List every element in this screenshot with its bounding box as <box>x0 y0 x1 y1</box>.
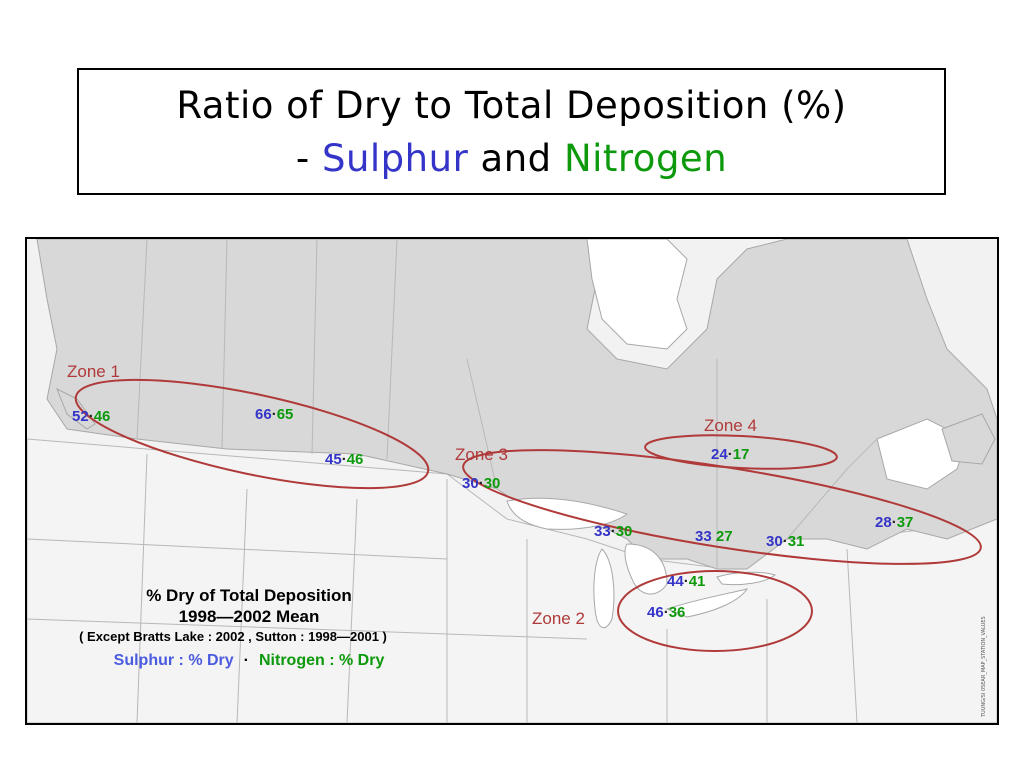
nitrogen-value: 65 <box>277 406 294 423</box>
nitrogen-value: 36 <box>669 604 686 621</box>
nitrogen-value: 46 <box>347 451 364 468</box>
station-value: 30·30 <box>462 475 500 492</box>
value-separator: · <box>89 408 94 425</box>
station-value: 46·36 <box>647 604 685 621</box>
legend-exceptions: ( Except Bratts Lake : 2002 , Sutton : 1… <box>79 629 387 644</box>
newfoundland <box>941 413 996 465</box>
zone-2-ellipse <box>617 570 813 652</box>
title-line-2: - Sulphur and Nitrogen <box>79 137 944 180</box>
zone-2-label: Zone 2 <box>532 609 585 628</box>
boundary-lines <box>27 239 878 723</box>
value-separator: · <box>611 523 616 540</box>
nitrogen-value: 27 <box>716 528 733 545</box>
legend-nitrogen: Nitrogen : % Dry <box>259 652 384 669</box>
canada-land <box>36 239 997 570</box>
nitrogen-value: 31 <box>788 533 805 550</box>
sulphur-value: 24 <box>711 446 728 463</box>
map-legend: % Dry of Total Deposition 1998—2002 Mean… <box>79 586 387 669</box>
title-sulphur: Sulphur <box>321 137 469 180</box>
legend-sulphur: Sulphur : % Dry <box>114 652 234 669</box>
title-line-1: Ratio of Dry to Total Deposition (%) <box>176 84 847 127</box>
sulphur-value: 46 <box>647 604 664 621</box>
legend-period: 1998—2002 Mean <box>179 607 320 626</box>
lake-michigan <box>593 548 615 629</box>
value-separator: · <box>684 573 689 590</box>
nitrogen-value: 41 <box>689 573 706 590</box>
title-box: Ratio of Dry to Total Deposition (%) - S… <box>77 68 946 195</box>
station-value: 33 27 <box>695 528 733 545</box>
value-separator: · <box>664 604 669 621</box>
zone-3-label: Zone 3 <box>455 445 508 464</box>
sulphur-value: 30 <box>462 475 479 492</box>
nitrogen-value: 37 <box>897 514 914 531</box>
station-value: 45·46 <box>325 451 363 468</box>
title-dash: - <box>295 137 322 180</box>
sulphur-value: 44 <box>667 573 684 590</box>
sulphur-value: 33 <box>594 523 611 540</box>
hudson-bay <box>586 239 688 350</box>
legend-title: % Dry of Total Deposition <box>146 586 352 605</box>
sulphur-value: 52 <box>72 408 89 425</box>
value-separator: · <box>272 406 277 423</box>
station-value: 66·65 <box>255 406 293 423</box>
zone-1-label: Zone 1 <box>67 362 120 381</box>
vancouver-island <box>56 387 96 430</box>
station-value: 33·30 <box>594 523 632 540</box>
lake-erie <box>665 588 749 618</box>
deposition-map: Zone 1 Zone 2 Zone 3 Zone 4 52·46 66·65 … <box>27 239 997 723</box>
value-separator: · <box>783 533 788 550</box>
sulphur-value: 28 <box>875 514 892 531</box>
value-separator: · <box>342 451 347 468</box>
station-value: 44·41 <box>667 573 705 590</box>
zone-4-label: Zone 4 <box>704 416 757 435</box>
sulphur-value: 45 <box>325 451 342 468</box>
nitrogen-value: 30 <box>616 523 633 540</box>
zone-1-ellipse <box>74 378 430 490</box>
lake-huron <box>624 543 668 595</box>
map-credit: TUUNG/SI 05EAR_MAP_STATION_VALUES <box>981 616 987 718</box>
nitrogen-value: 30 <box>484 475 501 492</box>
legend-key: Sulphur : % Dry · Nitrogen : % Dry <box>114 652 385 669</box>
station-value: 30·31 <box>766 533 804 550</box>
sulphur-value: 33 <box>695 528 712 545</box>
map-frame: Zone 1 Zone 2 Zone 3 Zone 4 52·46 66·65 … <box>25 237 999 725</box>
sulphur-value: 66 <box>255 406 272 423</box>
zone-ellipses <box>74 378 982 652</box>
nitrogen-value: 17 <box>733 446 750 463</box>
value-separator: · <box>479 475 484 492</box>
station-value: 24·17 <box>711 446 749 463</box>
title-nitrogen: Nitrogen <box>563 137 728 180</box>
zone-4-ellipse <box>644 434 838 470</box>
sulphur-value: 30 <box>766 533 783 550</box>
value-separator: · <box>728 446 733 463</box>
nitrogen-value: 46 <box>94 408 111 425</box>
value-separator: · <box>892 514 897 531</box>
station-value: 28·37 <box>875 514 913 531</box>
station-value: 52·46 <box>72 408 110 425</box>
legend-dot: · <box>244 652 249 669</box>
title-and: and <box>468 137 564 180</box>
